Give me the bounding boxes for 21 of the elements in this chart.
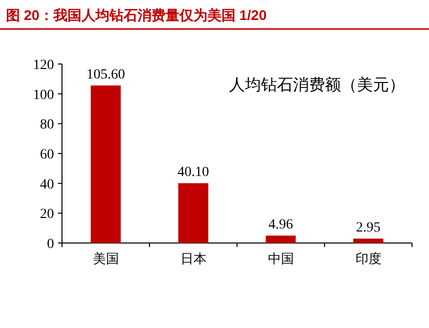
x-tick-label: 日本 xyxy=(180,251,206,266)
y-tick-label: 40 xyxy=(40,177,54,192)
bar xyxy=(266,236,296,243)
y-tick-label: 60 xyxy=(40,148,54,162)
data-label: 40.10 xyxy=(178,165,209,180)
annotation: 人均钻石消费额（美元） xyxy=(229,76,405,94)
chart-title: 图 20：我国人均钻石消费量仅为美国 1/20 xyxy=(6,7,267,23)
x-tick-label: 中国 xyxy=(268,251,294,266)
y-tick-label: 100 xyxy=(33,88,54,103)
x-tick-label: 印度 xyxy=(355,251,382,266)
bar xyxy=(353,238,384,243)
y-tick-label: 20 xyxy=(40,207,54,222)
data-label: 105.60 xyxy=(86,67,125,82)
x-tick-label: 美国 xyxy=(92,251,119,266)
bar xyxy=(90,85,121,243)
data-label: 4.96 xyxy=(268,218,293,233)
data-label: 2.95 xyxy=(356,220,380,236)
y-tick-label: 120 xyxy=(33,58,54,73)
y-tick-label: 80 xyxy=(40,118,54,133)
bar xyxy=(178,183,208,243)
y-tick-label: 0 xyxy=(47,237,54,252)
